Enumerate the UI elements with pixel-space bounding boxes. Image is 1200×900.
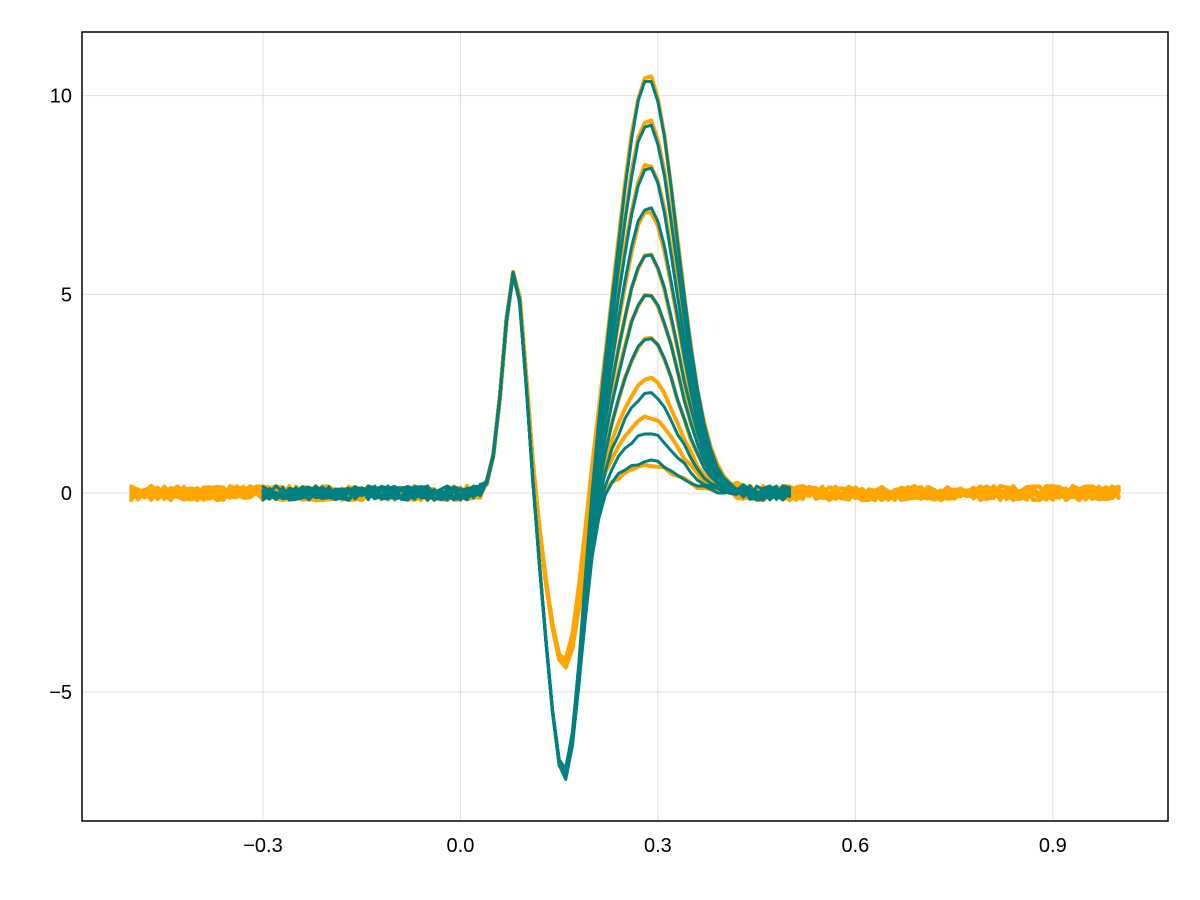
teal-series-line [261, 272, 792, 775]
x-tick-label: 0.9 [1039, 835, 1067, 857]
plot-frame [81, 31, 1169, 822]
y-axis: −5 0 5 10 [49, 86, 72, 704]
x-tick-label: −0.3 [243, 835, 282, 857]
x-tick-label: 0.3 [644, 835, 672, 857]
teal-series-line [261, 274, 792, 778]
teal-series-line [261, 253, 792, 773]
teal-series-line [261, 274, 792, 781]
orange-series-line [129, 118, 1121, 664]
series-layer [129, 74, 1121, 781]
x-tick-label: 0.0 [447, 835, 475, 857]
teal-series-line [261, 273, 792, 776]
x-tick-label: 0.6 [841, 835, 869, 857]
orange-series-line [129, 74, 1121, 662]
y-tick-label: −5 [49, 682, 72, 704]
x-axis: −0.3 0.0 0.3 0.6 0.9 [243, 835, 1066, 857]
teal-series-line [261, 79, 792, 770]
y-tick-label: 5 [61, 284, 72, 306]
y-tick-label: 0 [61, 483, 72, 505]
grid [82, 32, 1168, 821]
teal-series-line [261, 270, 792, 778]
y-tick-label: 10 [50, 86, 72, 108]
